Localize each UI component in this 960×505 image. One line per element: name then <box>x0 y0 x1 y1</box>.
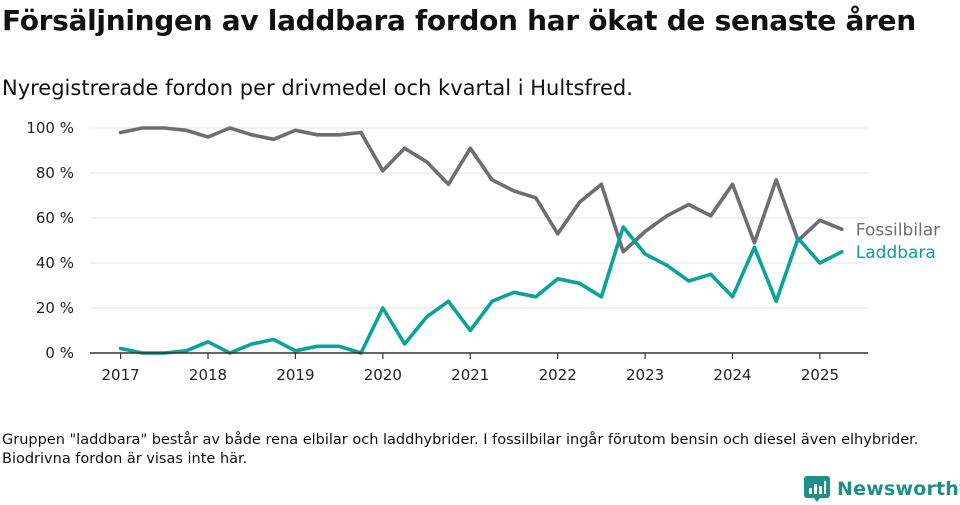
x-tick-label-2025: 2025 <box>801 366 839 384</box>
x-tick-label-2022: 2022 <box>539 366 577 384</box>
x-tick-label-2021: 2021 <box>451 366 489 384</box>
gridlines <box>90 127 868 309</box>
newsworthy-logo-icon <box>804 476 830 502</box>
x-tick-label-2017: 2017 <box>102 366 140 384</box>
x-tick-label-2024: 2024 <box>713 366 751 384</box>
y-tick-label-60: 60 % <box>36 209 74 227</box>
x-tick-label-2020: 2020 <box>364 366 402 384</box>
y-tick-label-20: 20 % <box>36 299 74 317</box>
y-tick-label-0: 0 % <box>45 344 74 362</box>
legend-label-fossilbilar: Fossilbilar <box>856 220 940 240</box>
y-tick-label-40: 40 % <box>36 254 74 272</box>
series-line-fossilbilar <box>118 126 844 254</box>
x-tick-label-2018: 2018 <box>189 366 227 384</box>
line-chart: 0 % 20 % 40 % 60 % 80 % 100 % 2017 2018 2019 202… <box>26 119 940 384</box>
brand-logo: Newsworthy <box>804 475 960 503</box>
y-tick-label-80: 80 % <box>36 164 74 182</box>
y-axis-tick-labels: 0 % 20 % 40 % 60 % 80 % 100 % <box>26 119 74 362</box>
x-axis-ticks: 2017 2018 2019 2020 2021 2022 2023 2024 2025 <box>102 353 839 384</box>
legend-label-laddbara: Laddbara <box>856 243 936 263</box>
brand-name: Newsworthy <box>837 478 960 500</box>
footnote: Gruppen "laddbara" består av både rena e… <box>2 432 919 467</box>
x-tick-label-2019: 2019 <box>276 366 314 384</box>
legend: Fossilbilar Laddbara <box>856 220 940 263</box>
series-line-laddbara <box>118 225 844 355</box>
x-tick-label-2023: 2023 <box>626 366 664 384</box>
y-tick-label-100: 100 % <box>26 119 74 137</box>
chart-subtitle: Nyregistrerade fordon per drivmedel och … <box>2 76 633 100</box>
series-lines <box>118 126 844 355</box>
chart-title: Försäljningen av laddbara fordon har öka… <box>2 4 916 37</box>
